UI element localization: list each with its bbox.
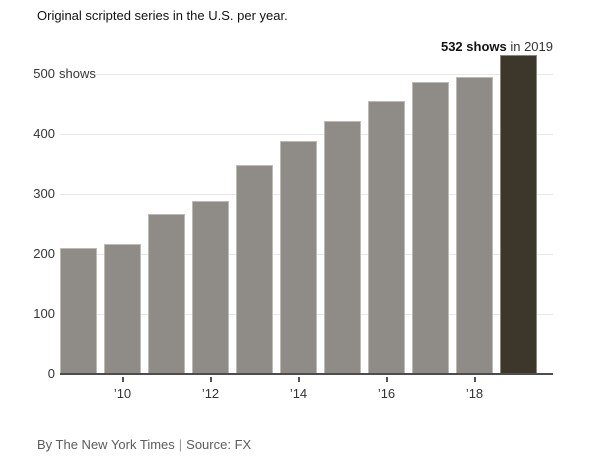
y-axis-label-400: 400 [33,126,55,141]
bar-2010 [104,244,141,374]
gridline-500 [95,74,553,75]
bar-2009 [60,248,97,374]
x-axis-label-’12: ’12 [201,386,220,401]
x-axis-tick-’12 [209,377,212,382]
y-axis-label-300: 300 [33,186,55,201]
y-axis-label-200: 200 [33,246,55,261]
bar-2016 [368,101,405,374]
bar-2015 [324,121,361,374]
x-axis-tick-’18 [473,377,476,382]
x-axis-tick-’16 [385,377,388,382]
y-axis-label-100: 100 [33,306,55,321]
bar-2012 [192,201,229,374]
bar-2017 [412,81,449,374]
annotation-value: 532 shows [440,39,507,54]
bar-2014 [280,140,317,374]
byline: By The New York Times [37,437,175,452]
x-axis-label-’16: ’16 [377,386,396,401]
bar-2019 [500,54,537,374]
annotation-context: in 2019 [506,39,553,54]
y-axis-label-0: 0 [47,366,55,381]
y-axis-unit-label: shows [59,66,96,81]
x-axis-label-’18: ’18 [465,386,484,401]
bar-2018 [456,77,493,374]
footer-separator: | [178,437,183,452]
x-axis-label-’10: ’10 [113,386,132,401]
highlight-annotation: 532 shows in 2019 [0,39,553,55]
bar-2011 [148,214,185,374]
bar-2013 [236,164,273,374]
x-axis-tick-’10 [121,377,124,382]
x-axis-tick-’14 [297,377,300,382]
x-axis-baseline [60,373,553,375]
chart-title: Original scripted series in the U.S. per… [37,8,288,23]
x-axis-label-’14: ’14 [289,386,308,401]
chart-footer: By The New York Times | Source: FX [37,437,251,453]
gridline-400 [60,134,553,135]
y-axis-label-500: 500 [33,66,55,81]
bar-chart-plot: 0 100 200 300 400 500 shows ’10 ’12 ’14 ’16 ’18 [33,54,553,401]
source-credit: Source: FX [186,437,252,452]
